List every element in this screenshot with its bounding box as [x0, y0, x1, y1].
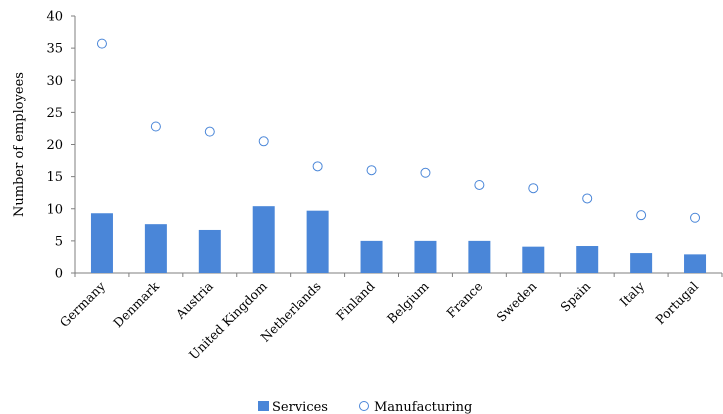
point-manufacturing [366, 165, 377, 176]
y-tick-label: 35 [46, 42, 63, 57]
point-manufacturing [258, 136, 269, 147]
bar-services [522, 246, 545, 273]
y-tick-label: 0 [55, 267, 63, 282]
point-manufacturing [150, 121, 161, 132]
point-manufacturing [690, 212, 701, 223]
x-tick-label: Finland [333, 279, 378, 324]
point-manufacturing [636, 210, 647, 221]
point-manufacturing [420, 167, 431, 178]
y-tick-label: 10 [46, 202, 63, 217]
x-tick-label: Denmark [110, 278, 162, 330]
markers [96, 38, 701, 223]
x-tick-label: Austria [172, 278, 216, 322]
point-manufacturing [582, 193, 593, 204]
legend: Services Manufacturing [258, 400, 472, 414]
x-tick-label: France [443, 279, 485, 321]
bar-services [468, 240, 491, 273]
x-tick-label: Sweden [493, 279, 539, 325]
bar-services [684, 254, 707, 273]
bar-services [198, 229, 221, 273]
x-tick-label: Germany [57, 278, 109, 330]
bar-services [576, 246, 599, 273]
y-tick-labels: 0 5 10 15 20 25 30 35 40 [46, 10, 63, 282]
y-axis-title: Number of employees [12, 72, 27, 217]
bar-services [90, 213, 113, 273]
x-tick-label: Belgium [384, 278, 432, 326]
bar-services [252, 206, 275, 273]
legend-manufacturing-label: Manufacturing [374, 400, 472, 414]
point-manufacturing [474, 179, 485, 190]
y-tick-label: 5 [55, 234, 63, 249]
y-tick-label: 25 [46, 106, 63, 121]
x-tick-label: Portugal [652, 279, 701, 328]
bar-services [144, 224, 167, 273]
bar-services [306, 210, 329, 273]
x-tick-label: Spain [557, 279, 593, 315]
x-tick-label: Italy [616, 278, 647, 309]
y-tick-label: 20 [46, 138, 63, 153]
y-tick-label: 30 [46, 74, 63, 89]
bar-services [630, 253, 653, 273]
bar-services [360, 240, 383, 273]
bars [90, 206, 707, 273]
point-manufacturing [204, 126, 215, 137]
y-tick-label: 15 [46, 170, 63, 185]
axes [71, 15, 723, 277]
bar-services [414, 240, 437, 273]
legend-services-swatch [258, 401, 269, 411]
point-manufacturing [312, 161, 323, 172]
point-manufacturing [528, 183, 539, 194]
legend-services-label: Services [272, 400, 328, 414]
legend-manufacturing-swatch [359, 401, 369, 411]
point-manufacturing [96, 38, 107, 49]
y-tick-label: 40 [46, 10, 63, 25]
